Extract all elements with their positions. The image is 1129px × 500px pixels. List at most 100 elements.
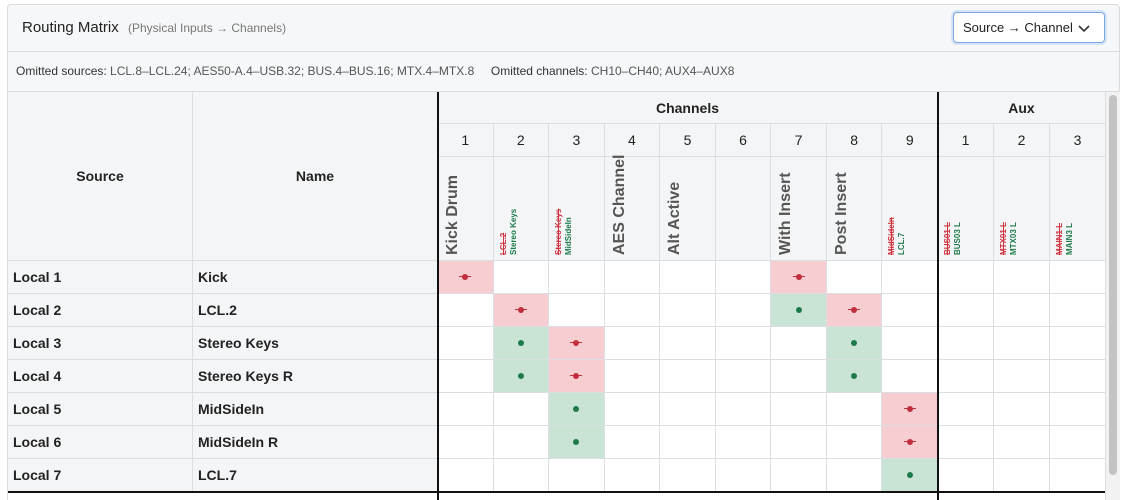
matrix-cell[interactable] bbox=[826, 459, 883, 492]
matrix-cell[interactable] bbox=[438, 327, 494, 360]
matrix-cell[interactable] bbox=[826, 393, 883, 426]
matrix-cell[interactable] bbox=[882, 426, 938, 459]
matrix-cell[interactable] bbox=[826, 294, 883, 327]
added-dot bbox=[851, 373, 858, 379]
matrix-cell[interactable] bbox=[938, 261, 994, 294]
matrix-cell[interactable] bbox=[604, 393, 661, 426]
column-label-new: MAIN3 L bbox=[1065, 223, 1074, 255]
matrix-cell[interactable] bbox=[771, 360, 827, 393]
matrix-cell[interactable] bbox=[438, 294, 494, 327]
matrix-cell[interactable] bbox=[660, 459, 716, 492]
matrix-cell[interactable] bbox=[438, 360, 494, 393]
matrix-cell[interactable] bbox=[826, 426, 883, 459]
matrix-cell[interactable] bbox=[771, 261, 827, 294]
matrix-cell[interactable] bbox=[493, 360, 550, 393]
matrix-cell[interactable] bbox=[994, 294, 1050, 327]
matrix-cell[interactable] bbox=[771, 459, 827, 492]
matrix-cell[interactable] bbox=[715, 393, 772, 426]
matrix-cell[interactable] bbox=[549, 426, 605, 459]
matrix-cell[interactable] bbox=[438, 261, 494, 294]
matrix-cell[interactable] bbox=[493, 261, 550, 294]
column-label-old: BUS01 L bbox=[943, 222, 952, 255]
matrix-cell[interactable] bbox=[549, 393, 605, 426]
column-label-new: MTX03 L bbox=[1009, 222, 1018, 255]
matrix-cell[interactable] bbox=[660, 327, 716, 360]
matrix-cell[interactable] bbox=[771, 426, 827, 459]
matrix-cell[interactable] bbox=[604, 360, 661, 393]
matrix-cell[interactable] bbox=[493, 327, 550, 360]
matrix-cell[interactable] bbox=[1050, 426, 1106, 459]
matrix-cell[interactable] bbox=[438, 426, 494, 459]
matrix-cell[interactable] bbox=[715, 426, 772, 459]
matrix-cell[interactable] bbox=[938, 360, 994, 393]
matrix-cell[interactable] bbox=[1050, 393, 1106, 426]
matrix-cell[interactable] bbox=[994, 459, 1050, 492]
strike bbox=[792, 276, 805, 277]
matrix-cell[interactable] bbox=[994, 261, 1050, 294]
matrix-cell[interactable] bbox=[549, 294, 605, 327]
matrix-cell[interactable] bbox=[438, 393, 494, 426]
matrix-cell[interactable] bbox=[882, 360, 938, 393]
matrix-cell[interactable] bbox=[994, 393, 1050, 426]
matrix-cell[interactable] bbox=[938, 459, 994, 492]
matrix-cell[interactable] bbox=[938, 294, 994, 327]
matrix-cell[interactable] bbox=[493, 393, 550, 426]
added-dot bbox=[851, 340, 858, 346]
matrix-cell[interactable] bbox=[771, 294, 827, 327]
matrix-cell[interactable] bbox=[882, 294, 938, 327]
matrix-cell[interactable] bbox=[715, 360, 772, 393]
scrollbar-track[interactable] bbox=[1105, 92, 1120, 500]
matrix-cell[interactable] bbox=[1050, 294, 1106, 327]
removed-dot bbox=[459, 274, 472, 280]
matrix-cell[interactable] bbox=[938, 393, 994, 426]
matrix-cell[interactable] bbox=[549, 360, 605, 393]
group-separator bbox=[437, 92, 439, 500]
matrix-cell[interactable] bbox=[882, 327, 938, 360]
matrix-cell[interactable] bbox=[1050, 360, 1106, 393]
matrix-cell[interactable] bbox=[882, 459, 938, 492]
matrix-cell[interactable] bbox=[604, 261, 661, 294]
matrix-cell[interactable] bbox=[604, 294, 661, 327]
matrix-cell[interactable] bbox=[549, 459, 605, 492]
matrix-cell[interactable] bbox=[549, 327, 605, 360]
matrix-cell[interactable] bbox=[715, 327, 772, 360]
matrix-cell[interactable] bbox=[660, 294, 716, 327]
matrix-cell[interactable] bbox=[715, 294, 772, 327]
matrix-cell[interactable] bbox=[1050, 459, 1106, 492]
matrix-cell[interactable] bbox=[715, 459, 772, 492]
matrix-cell[interactable] bbox=[826, 360, 883, 393]
matrix-cell[interactable] bbox=[660, 261, 716, 294]
matrix-cell[interactable] bbox=[1050, 261, 1106, 294]
matrix-cell[interactable] bbox=[604, 459, 661, 492]
matrix-cell[interactable] bbox=[549, 261, 605, 294]
matrix-cell[interactable] bbox=[604, 426, 661, 459]
matrix-cell[interactable] bbox=[715, 261, 772, 294]
matrix-cell[interactable] bbox=[771, 393, 827, 426]
matrix-cell[interactable] bbox=[771, 327, 827, 360]
removed-dot bbox=[514, 307, 527, 313]
matrix-cell[interactable] bbox=[994, 327, 1050, 360]
matrix-cell[interactable] bbox=[438, 459, 494, 492]
omitted-sources: LCL.8–LCL.24; AES50-A.4–USB.32; BUS.4–BU… bbox=[110, 64, 475, 78]
scrollbar-thumb[interactable] bbox=[1109, 95, 1117, 475]
matrix-cell[interactable] bbox=[826, 261, 883, 294]
matrix-cell[interactable] bbox=[938, 426, 994, 459]
matrix-cell[interactable] bbox=[826, 327, 883, 360]
source-cell: Local 3 bbox=[8, 327, 193, 360]
matrix-cell[interactable] bbox=[493, 294, 550, 327]
strike bbox=[514, 309, 527, 310]
matrix-cell[interactable] bbox=[938, 327, 994, 360]
matrix-cell[interactable] bbox=[493, 459, 550, 492]
matrix-cell[interactable] bbox=[1050, 327, 1106, 360]
matrix-cell[interactable] bbox=[994, 360, 1050, 393]
matrix-cell[interactable] bbox=[660, 393, 716, 426]
matrix-cell[interactable] bbox=[660, 360, 716, 393]
matrix-cell[interactable] bbox=[882, 393, 938, 426]
mode-select[interactable]: Source → Channel bbox=[953, 12, 1105, 43]
matrix-cell[interactable] bbox=[994, 426, 1050, 459]
column-label: Post Insert bbox=[832, 172, 850, 255]
matrix-cell[interactable] bbox=[604, 327, 661, 360]
matrix-cell[interactable] bbox=[882, 261, 938, 294]
matrix-cell[interactable] bbox=[493, 426, 550, 459]
matrix-cell[interactable] bbox=[660, 426, 716, 459]
